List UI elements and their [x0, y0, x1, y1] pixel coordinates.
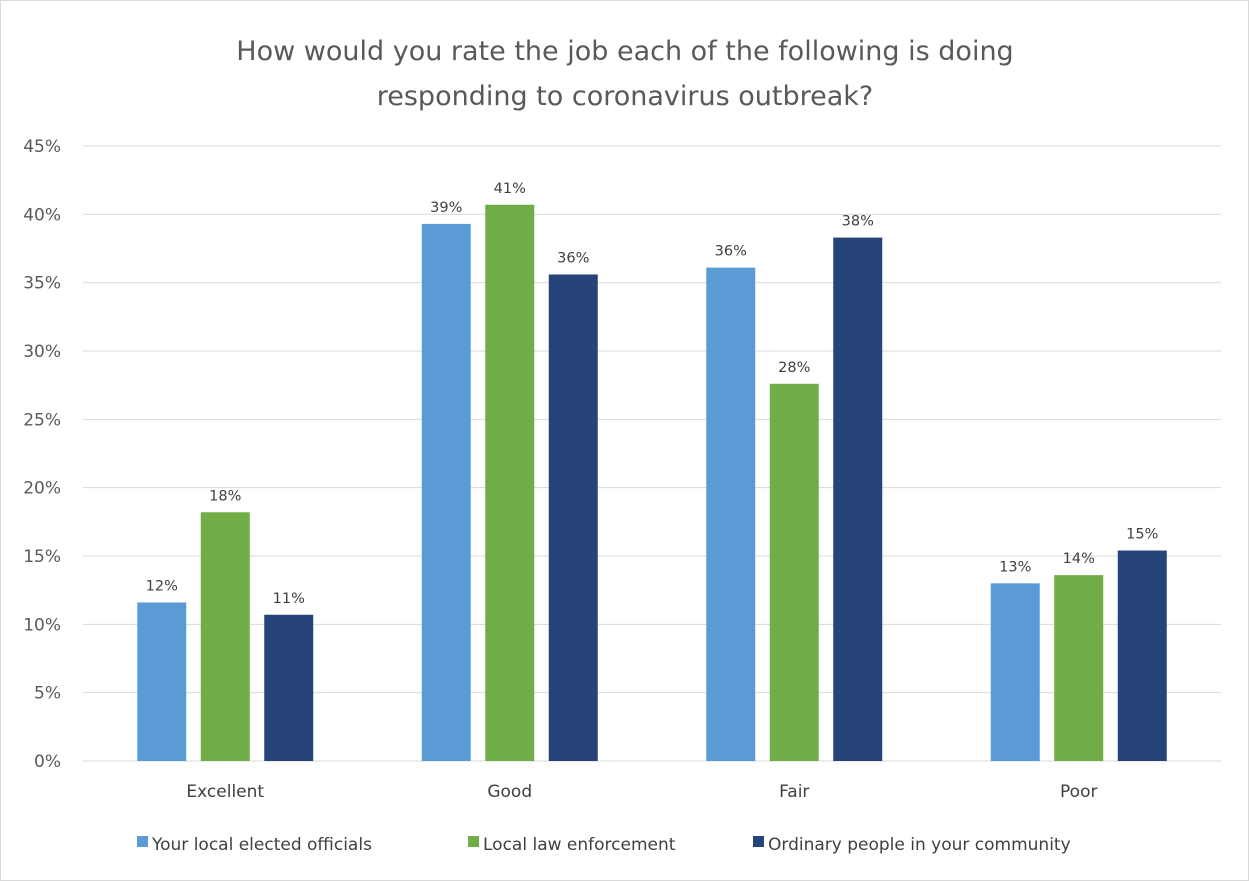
y-tick-label: 40% [23, 205, 61, 225]
chart-title-line-2: responding to coronavirus outbreak? [377, 81, 874, 112]
data-label: 12% [146, 578, 178, 594]
y-tick-label: 5% [34, 684, 61, 704]
bar-good-series-3 [548, 274, 598, 761]
legend-swatch [753, 836, 764, 847]
bar-excellent-series-3 [264, 614, 314, 761]
data-label: 28% [778, 360, 810, 376]
x-axis-categories: Excellent Good Fair Poor [186, 782, 1097, 802]
legend-swatch [137, 836, 148, 847]
legend-label: Local law enforcement [483, 835, 676, 855]
x-category-label: Excellent [186, 782, 264, 802]
x-category-label: Fair [779, 782, 809, 802]
bar-good-series-2 [485, 204, 535, 761]
bar-fair-series-3 [833, 237, 883, 762]
chart-title-line-1: How would you rate the job each of the f… [236, 36, 1013, 67]
data-label: 11% [273, 591, 305, 607]
y-tick-label: 20% [23, 479, 61, 499]
y-tick-label: 10% [23, 615, 61, 635]
legend-swatch [468, 836, 479, 847]
y-tick-label: 0% [34, 752, 61, 772]
y-tick-label: 45% [23, 137, 61, 157]
bar-excellent-series-2 [200, 512, 250, 761]
gridlines [83, 145, 1221, 762]
y-tick-label: 30% [23, 342, 61, 362]
bar-good-series-1 [421, 223, 471, 761]
x-category-label: Poor [1060, 782, 1097, 802]
data-label: 36% [557, 250, 589, 266]
y-tick-label: 25% [23, 410, 61, 430]
y-axis-ticks: 0% 5% 10% 15% 20% 25% 30% 35% 40% 45% [23, 137, 61, 772]
bar-fair-series-1 [706, 267, 756, 761]
data-labels: 12% 18% 11% 39% 41% 36% 36% 28% 38% 13% 14% 15% [146, 181, 1159, 607]
legend: Your local elected officials Local law en… [137, 835, 1071, 855]
bar-poor-series-1 [990, 583, 1040, 761]
legend-label: Ordinary people in your community [768, 835, 1071, 855]
data-label: 41% [494, 181, 526, 197]
bars [137, 204, 1167, 762]
y-tick-label: 35% [23, 274, 61, 294]
bar-poor-series-3 [1117, 550, 1167, 761]
data-label: 36% [715, 244, 747, 260]
legend-label: Your local elected officials [151, 835, 372, 855]
chart-title: How would you rate the job each of the f… [236, 36, 1013, 112]
data-label: 38% [842, 214, 874, 230]
data-label: 13% [999, 559, 1031, 575]
bar-poor-series-2 [1054, 575, 1104, 761]
data-label: 18% [209, 488, 241, 504]
bar-excellent-series-1 [137, 602, 187, 761]
y-tick-label: 15% [23, 547, 61, 567]
data-label: 14% [1063, 551, 1095, 567]
data-label: 39% [430, 200, 462, 216]
data-label: 15% [1126, 527, 1158, 543]
x-category-label: Good [487, 782, 532, 802]
bar-fair-series-2 [769, 383, 819, 761]
